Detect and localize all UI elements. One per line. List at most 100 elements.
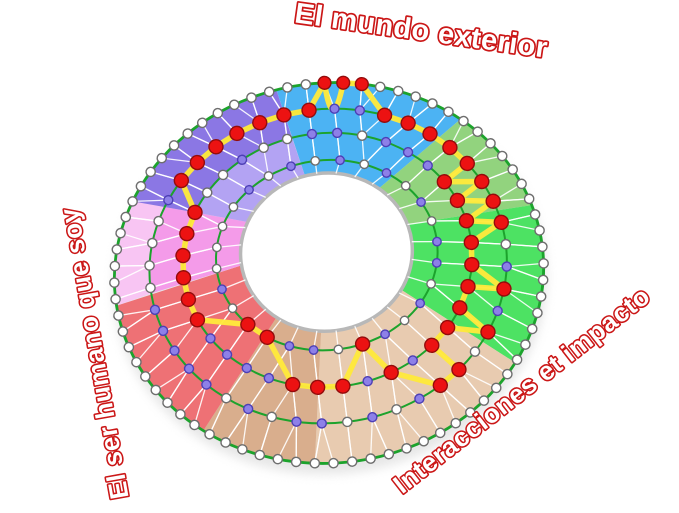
wheel-node-r2-40[interactable] — [208, 139, 224, 155]
wheel-node-r4-18[interactable] — [240, 316, 256, 333]
wheel-node-r4-27[interactable] — [286, 161, 296, 172]
wheel-node-r1-50[interactable] — [131, 356, 142, 368]
wheel-node-r1-10[interactable] — [472, 126, 483, 138]
wheel-node-r1-60[interactable] — [127, 196, 138, 207]
wheel-node-r2-42[interactable] — [252, 115, 268, 131]
wheel-node-r2-4[interactable] — [400, 115, 416, 131]
wheel-node-r3-30[interactable] — [187, 204, 203, 221]
wheel-node-r1-9[interactable] — [458, 115, 469, 127]
wheel-node-r4-22[interactable] — [211, 242, 222, 253]
wheel-node-r2-5[interactable] — [422, 126, 438, 142]
wheel-node-r2-10[interactable] — [493, 214, 510, 231]
wheel-node-r4-23[interactable] — [217, 221, 228, 232]
wheel-node-r1-29[interactable] — [465, 407, 476, 418]
wheel-node-r2-22[interactable] — [341, 416, 353, 428]
wheel-node-r2-43[interactable] — [276, 107, 292, 123]
wheel-node-r2-0[interactable] — [301, 102, 317, 118]
wheel-node-r1-37[interactable] — [328, 457, 339, 469]
wheel-node-r1-53[interactable] — [113, 310, 124, 321]
wheel-node-r4-16[interactable] — [284, 341, 295, 351]
wheel-node-r2-3[interactable] — [376, 107, 393, 123]
wheel-node-r1-4[interactable] — [374, 81, 386, 93]
wheel-node-r2-33[interactable] — [145, 282, 156, 294]
wheel-node-r2-32[interactable] — [149, 304, 161, 315]
wheel-node-r1-51[interactable] — [123, 341, 135, 353]
wheel-node-r1-71[interactable] — [282, 82, 293, 93]
wheel-node-r1-12[interactable] — [496, 150, 508, 162]
wheel-node-r3-14[interactable] — [424, 337, 440, 354]
wheel-node-r4-12[interactable] — [380, 329, 390, 340]
wheel-node-r4-14[interactable] — [333, 344, 344, 355]
wheel-node-r1-31[interactable] — [434, 427, 446, 439]
wheel-node-r2-11[interactable] — [500, 238, 512, 250]
wheel-node-r4-21[interactable] — [211, 263, 222, 274]
wheel-node-r2-18[interactable] — [432, 377, 449, 394]
wheel-node-r1-34[interactable] — [383, 448, 395, 460]
wheel-node-r4-24[interactable] — [228, 202, 239, 212]
wheel-node-r3-1[interactable] — [331, 127, 343, 139]
wheel-node-r1-43[interactable] — [220, 437, 231, 448]
wheel-node-r1-36[interactable] — [346, 456, 358, 467]
wheel-node-r3-10[interactable] — [464, 256, 480, 273]
wheel-node-r4-2[interactable] — [359, 159, 370, 170]
wheel-node-r1-20[interactable] — [537, 274, 549, 286]
wheel-node-r3-21[interactable] — [263, 372, 275, 384]
wheel-node-r1-45[interactable] — [189, 419, 200, 431]
wheel-node-r3-19[interactable] — [309, 379, 326, 396]
wheel-node-r2-2[interactable] — [354, 105, 366, 116]
wheel-node-r1-11[interactable] — [485, 138, 496, 149]
wheel-node-r3-2[interactable] — [356, 130, 368, 141]
wheel-node-r2-25[interactable] — [266, 411, 278, 423]
wheel-node-r1-55[interactable] — [109, 277, 120, 288]
wheel-node-r1-17[interactable] — [534, 225, 545, 236]
wheel-node-r1-30[interactable] — [450, 417, 462, 429]
wheel-node-r1-62[interactable] — [145, 166, 156, 178]
wheel-node-r1-18[interactable] — [537, 241, 548, 253]
wheel-node-r1-25[interactable] — [511, 354, 523, 366]
wheel-node-r1-14[interactable] — [516, 178, 527, 190]
wheel-node-r1-44[interactable] — [204, 428, 215, 440]
wheel-node-r4-1[interactable] — [335, 155, 345, 166]
wheel-node-r2-39[interactable] — [189, 154, 206, 171]
wheel-node-r2-17[interactable] — [451, 361, 467, 378]
wheel-node-r1-49[interactable] — [140, 371, 151, 382]
wheel-node-r2-6[interactable] — [442, 139, 458, 156]
wheel-node-r3-13[interactable] — [439, 319, 456, 336]
wheel-node-r4-13[interactable] — [354, 336, 371, 352]
wheel-node-r1-63[interactable] — [156, 152, 168, 164]
wheel-node-r2-27[interactable] — [220, 392, 232, 404]
wheel-node-r3-5[interactable] — [422, 160, 433, 171]
wheel-node-r4-15[interactable] — [308, 345, 319, 355]
wheel-node-r2-29[interactable] — [183, 363, 195, 374]
wheel-node-r2-15[interactable] — [480, 324, 496, 340]
wheel-node-r2-38[interactable] — [173, 172, 190, 189]
wheel-node-r1-35[interactable] — [365, 453, 376, 464]
wheel-node-r1-65[interactable] — [182, 128, 193, 139]
wheel-node-r2-28[interactable] — [201, 379, 212, 390]
wheel-node-r1-6[interactable] — [410, 91, 421, 102]
wheel-node-r1-57[interactable] — [111, 244, 123, 255]
wheel-node-r4-19[interactable] — [227, 303, 238, 314]
wheel-node-r3-6[interactable] — [436, 174, 453, 190]
wheel-node-r1-38[interactable] — [309, 457, 321, 469]
wheel-node-r3-25[interactable] — [189, 312, 206, 328]
wheel-node-r2-19[interactable] — [414, 393, 425, 404]
wheel-node-r1-70[interactable] — [263, 86, 275, 98]
wheel-node-r3-16[interactable] — [383, 364, 399, 381]
wheel-node-r1-64[interactable] — [168, 140, 180, 151]
wheel-node-r1-52[interactable] — [117, 326, 129, 337]
wheel-node-r1-58[interactable] — [115, 227, 126, 239]
wheel-node-r1-7[interactable] — [427, 98, 438, 109]
wheel-node-r3-4[interactable] — [402, 146, 414, 158]
wheel-node-r2-36[interactable] — [153, 215, 164, 227]
wheel-node-r4-6[interactable] — [426, 216, 437, 226]
wheel-node-r2-30[interactable] — [169, 345, 180, 356]
wheel-node-r1-23[interactable] — [526, 323, 538, 335]
wheel-node-r1-54[interactable] — [110, 293, 121, 305]
wheel-node-r2-31[interactable] — [157, 325, 169, 337]
wheel-node-r3-22[interactable] — [241, 362, 252, 374]
wheel-node-r1-8[interactable] — [443, 106, 454, 118]
wheel-node-r2-16[interactable] — [469, 346, 481, 357]
wheel-node-r1-3[interactable] — [354, 76, 369, 92]
wheel-node-r2-20[interactable] — [391, 404, 402, 415]
